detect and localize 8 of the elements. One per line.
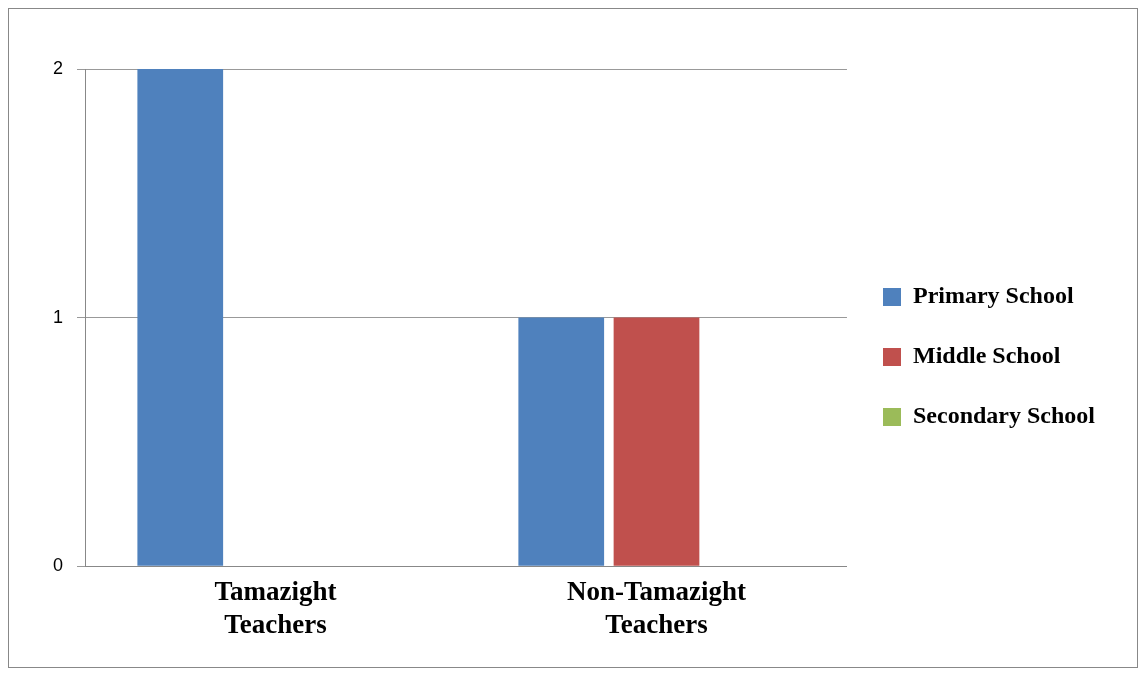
x-tick-label: Non-Tamazight Teachers (566, 576, 747, 639)
y-tick-label: 0 (53, 555, 64, 576)
legend-label: Primary School (912, 282, 1074, 309)
x-tick-label: Tamazight Teachers (214, 576, 337, 639)
legend-label: Secondary School (912, 402, 1096, 429)
legend-label: Middle School (912, 342, 1061, 369)
y-tick-label: 2 (53, 57, 64, 78)
y-tick-label: 1 (53, 306, 64, 327)
